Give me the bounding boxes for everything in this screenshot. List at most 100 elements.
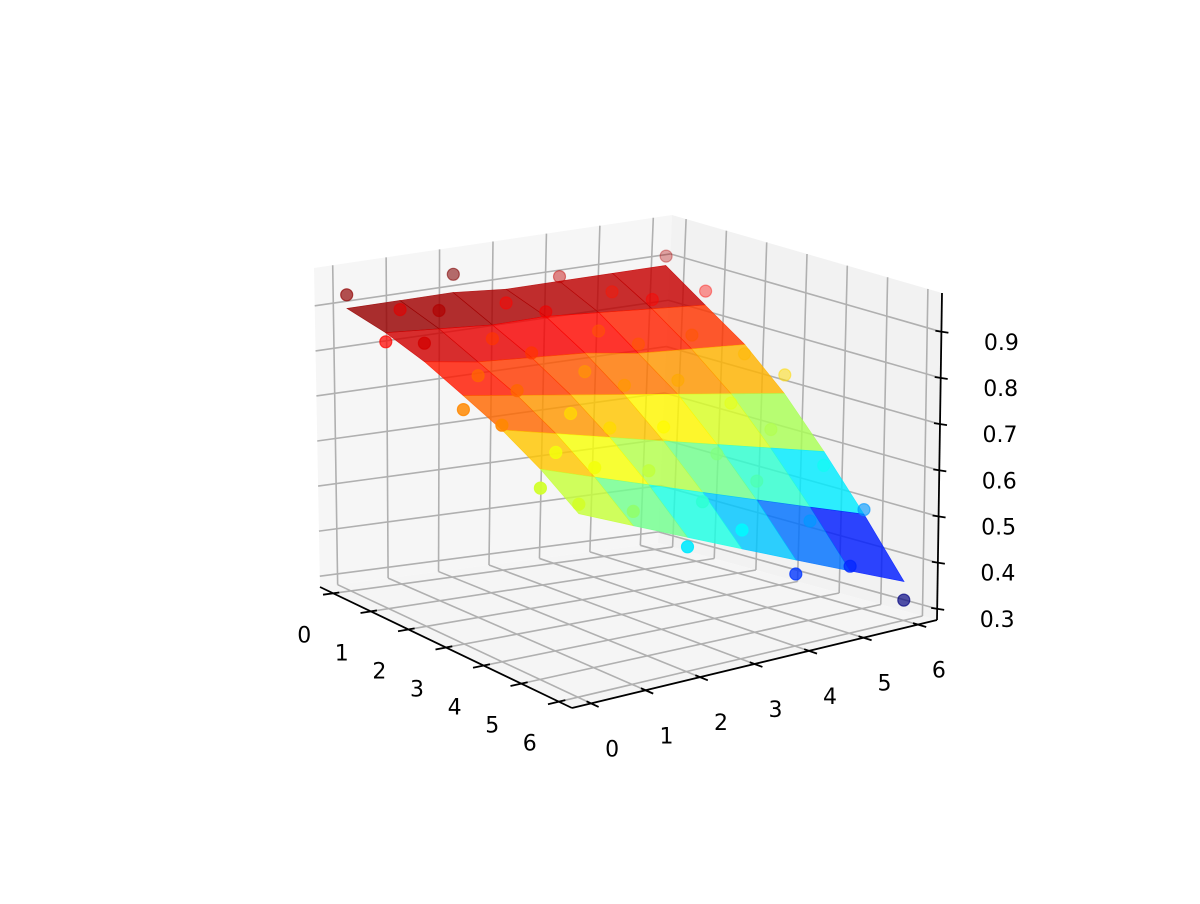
y-tick-label: 0 xyxy=(605,737,619,762)
x-tick xyxy=(435,645,453,651)
z-tick xyxy=(931,607,945,611)
scatter-point xyxy=(671,373,685,387)
x-tick xyxy=(322,591,340,596)
scatter-point xyxy=(631,337,646,351)
y-tick-label: 1 xyxy=(660,724,674,749)
scatter-point xyxy=(626,504,640,518)
x-tick-label: 0 xyxy=(297,623,311,648)
floor-gridline-y xyxy=(387,577,646,692)
scatter-point xyxy=(897,593,911,607)
scatter-point xyxy=(857,503,871,517)
x-tick xyxy=(472,663,491,669)
scatter-point xyxy=(485,332,499,346)
z-tick-label: 0.8 xyxy=(983,377,1018,402)
floor-gridline-y xyxy=(640,544,919,626)
scatter-point xyxy=(591,324,606,338)
scatter-point xyxy=(685,328,699,342)
scatter-point xyxy=(789,567,803,581)
y-tick-label: 2 xyxy=(714,711,728,736)
x-tick-label: 3 xyxy=(410,678,424,703)
z-tick-label: 0.5 xyxy=(981,516,1016,541)
scatter-point xyxy=(843,559,857,573)
scatter-point xyxy=(710,447,724,461)
y-tick-label: 6 xyxy=(932,659,946,684)
x-tick-label: 5 xyxy=(485,714,499,739)
scatter-point xyxy=(446,267,460,281)
floor-gridline-y xyxy=(488,564,755,665)
floor-gridline-y xyxy=(337,583,592,705)
x-tick xyxy=(510,681,528,687)
back-gridline-z xyxy=(670,253,942,333)
scatter-point xyxy=(432,303,446,318)
scatter-point xyxy=(737,347,752,361)
y-tick xyxy=(640,687,654,695)
scatter-point xyxy=(803,514,817,528)
scatter-point xyxy=(456,403,470,417)
y-tick xyxy=(803,648,818,655)
scatter-point xyxy=(379,335,393,349)
scatter-point xyxy=(549,445,563,459)
z-tick-label: 0.7 xyxy=(983,423,1018,448)
y-tick-label: 5 xyxy=(878,672,892,697)
scatter-point xyxy=(680,540,695,554)
y-tick xyxy=(749,661,763,668)
scatter-point xyxy=(340,288,354,302)
x-tick xyxy=(397,627,415,633)
scatter-point xyxy=(563,406,578,421)
scatter-point xyxy=(778,368,792,382)
x-tick-label: 4 xyxy=(448,696,462,721)
scatter-point xyxy=(659,249,673,263)
scatter-point xyxy=(552,270,567,284)
scatter-point xyxy=(642,464,656,478)
scatter-point xyxy=(524,346,539,360)
scatter-point xyxy=(533,481,548,495)
z-tick xyxy=(933,422,948,427)
z-tick xyxy=(934,376,948,380)
scatter-point xyxy=(588,461,602,475)
left-gridline-z xyxy=(314,253,671,307)
scatter-point xyxy=(572,497,586,511)
floor-gridline-y xyxy=(438,570,701,678)
scatter-point xyxy=(471,369,485,383)
scatter-point xyxy=(393,303,407,317)
y-tick xyxy=(858,635,872,642)
scatter-point xyxy=(645,292,659,307)
x-tick xyxy=(360,609,378,614)
z-tick xyxy=(931,560,946,565)
scatter-point xyxy=(605,285,619,299)
scatter-point xyxy=(603,421,617,435)
scatter-point xyxy=(495,418,509,432)
scatter-point xyxy=(510,384,524,398)
scatter-point xyxy=(695,495,710,509)
z-axis-line xyxy=(936,292,943,621)
y-tick xyxy=(586,700,600,708)
scatter-point xyxy=(817,458,831,472)
scatter-point xyxy=(750,474,764,488)
z-tick xyxy=(935,329,949,334)
floor-gridline-y xyxy=(539,557,810,652)
z-tick-label: 0.3 xyxy=(980,608,1015,633)
scatter-point xyxy=(656,420,671,434)
z-tick-label: 0.4 xyxy=(980,562,1015,587)
x-tick-label: 6 xyxy=(523,732,537,757)
x-tick-label: 2 xyxy=(372,659,386,684)
left-gridline-z xyxy=(319,531,659,577)
scatter-point xyxy=(724,396,738,410)
y-tick xyxy=(695,674,709,682)
scatter-point xyxy=(578,365,592,379)
left-gridline-y xyxy=(331,265,339,585)
scatter-point xyxy=(539,305,553,319)
x-tick-label: 1 xyxy=(335,641,349,666)
z-tick xyxy=(932,514,946,519)
scatter-point xyxy=(417,336,431,350)
scatter-point xyxy=(617,378,632,392)
z-tick xyxy=(933,468,947,473)
y-tick-label: 3 xyxy=(769,698,783,723)
surface-patch xyxy=(539,468,634,527)
scatter-point xyxy=(735,523,749,537)
scatter-point xyxy=(698,284,713,298)
y-tick-label: 4 xyxy=(823,685,837,710)
back-gridline-x xyxy=(921,288,929,616)
y-tick xyxy=(912,622,927,628)
